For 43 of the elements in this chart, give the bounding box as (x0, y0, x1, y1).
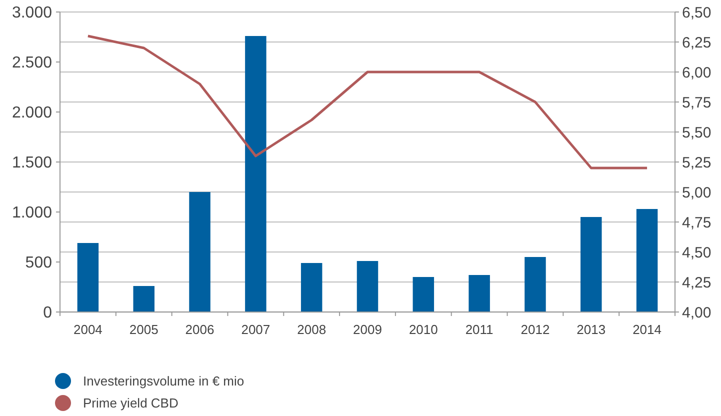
y2-tick-label: 5,25 (682, 154, 712, 172)
line-series (86, 34, 648, 170)
y2-tick-label: 4,75 (682, 214, 712, 232)
y-tick-label: 2.500 (12, 54, 52, 72)
bar (77, 243, 99, 312)
y-tick-label: 0 (43, 304, 52, 322)
x-tick-label: 2006 (185, 322, 214, 337)
y2-tick-label: 6,25 (682, 34, 712, 52)
y-tick-label: 500 (25, 254, 52, 272)
bar (245, 36, 266, 312)
y2-tick-label: 6,00 (682, 64, 712, 82)
y-tick-label: 2.000 (12, 104, 52, 122)
y2-tick-label: 5,50 (682, 124, 712, 142)
y2-tick-label: 4,00 (682, 304, 712, 322)
x-tick-label: 2004 (73, 322, 102, 337)
bar (580, 217, 602, 312)
legend-label: Investeringsvolume in € mio (83, 374, 244, 389)
y2-tick-label: 5,75 (682, 94, 712, 112)
bar (468, 275, 490, 312)
y-tick-label: 1.500 (12, 154, 52, 172)
y2-tick-label: 5,00 (682, 184, 712, 202)
y2-tick-label: 4,25 (682, 274, 712, 292)
y-tick-label: 3.000 (12, 4, 52, 22)
y-tick-label: 1.000 (12, 204, 52, 222)
x-tick-label: 2010 (408, 322, 438, 337)
bar (300, 263, 322, 312)
bar (189, 192, 210, 312)
y2-tick-label: 6,50 (682, 4, 712, 22)
y2-tick-label: 4,50 (682, 244, 712, 262)
bar (356, 261, 378, 312)
bar (524, 257, 546, 312)
bar (412, 277, 434, 312)
x-tick-label: 2005 (129, 322, 158, 337)
bar (636, 209, 658, 312)
bar (133, 286, 154, 312)
x-tick-label: 2012 (520, 322, 550, 337)
x-tick-label: 2009 (353, 322, 382, 337)
x-tick-label: 2014 (632, 322, 662, 337)
x-tick-label: 2011 (465, 322, 494, 337)
x-tick-label: 2007 (241, 322, 270, 337)
x-tick-label: 2013 (576, 322, 606, 337)
legend-label: Prime yield CBD (83, 396, 178, 411)
x-tick-label: 2008 (297, 322, 326, 337)
